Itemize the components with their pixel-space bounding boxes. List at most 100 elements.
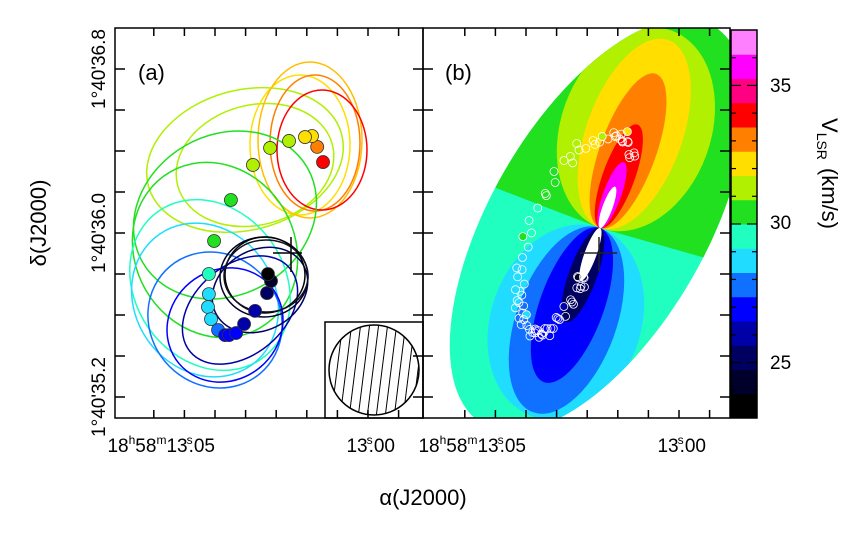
maser-spot — [540, 189, 550, 198]
maser-spot — [316, 155, 330, 169]
contour — [257, 61, 363, 219]
maser-spot — [576, 281, 586, 291]
hatch-line — [366, 325, 380, 415]
maser-spot — [519, 279, 529, 289]
maser-spot — [519, 315, 529, 325]
y-tick-label: 1°40'36.8 — [89, 29, 110, 109]
contour — [131, 161, 299, 339]
beam-ellipse — [328, 324, 420, 416]
maser-spot — [514, 313, 524, 323]
maser-spot — [581, 143, 591, 153]
maser-spot — [559, 156, 569, 165]
maser-spot — [597, 132, 607, 141]
colorbar-band — [731, 30, 757, 55]
colorbar-band — [731, 102, 757, 128]
maser-spot — [524, 216, 534, 225]
panel-a: (a) — [114, 27, 424, 419]
x-tick-label: 13s.00 — [346, 433, 395, 457]
x-tick-label: 13s.00 — [657, 433, 706, 457]
star-cross-b — [580, 237, 617, 272]
maser-spot — [551, 313, 561, 322]
maser-spot — [548, 324, 558, 333]
maser-spot — [237, 317, 251, 331]
maser-spot — [611, 131, 621, 141]
colorbar-band — [731, 296, 757, 322]
x-tick-labels: 18h58m13s.05 13s.00 18h58m13s.05 13s.00 — [107, 433, 706, 457]
maser-spot — [201, 287, 216, 301]
maser-spot — [511, 285, 520, 295]
maser-spot — [579, 273, 589, 283]
colorbar-band — [731, 272, 757, 298]
maser-spot — [246, 158, 260, 172]
maser-spot — [630, 151, 640, 161]
maser-spot — [201, 300, 215, 314]
maser-spot — [629, 148, 639, 158]
colorbar-band — [731, 199, 757, 225]
maser-spot — [625, 153, 635, 163]
maser-spot — [565, 152, 575, 161]
maser-spot — [624, 150, 634, 159]
maser-spot — [512, 263, 522, 273]
panel-b-frame — [422, 27, 731, 419]
colorbar-band — [731, 321, 757, 346]
contour — [249, 74, 351, 216]
colorbar-tick-label: 35 — [770, 76, 791, 97]
maser-spot — [204, 312, 218, 327]
maser-spot — [261, 267, 275, 281]
colorbar — [730, 29, 758, 419]
colorbar-band — [731, 127, 757, 152]
maser-spot — [550, 178, 560, 187]
panel-b-label: (b) — [445, 60, 472, 85]
maser-spot — [522, 310, 531, 320]
contour — [145, 86, 345, 234]
colorbar-band — [731, 345, 757, 370]
maser-spot — [573, 273, 583, 282]
maser-spot — [561, 311, 570, 321]
maser-spot — [546, 324, 556, 333]
maser-spot — [298, 130, 312, 144]
maser-spot — [617, 136, 627, 146]
maser-spot — [201, 267, 216, 281]
y-axis-label: δ(J2000) — [26, 180, 51, 267]
maser-spot — [590, 140, 600, 149]
maser-spot — [527, 228, 536, 238]
maser-spot — [568, 158, 578, 168]
maser-spot — [579, 272, 588, 282]
maser-spot — [248, 303, 262, 318]
maser-spot — [609, 128, 619, 138]
maser-spot — [263, 141, 277, 155]
colorbar-tick-label: 25 — [770, 353, 791, 374]
x-tick-label: 18h58m13s.05 — [418, 433, 526, 457]
maser-spot — [574, 145, 584, 155]
panel-a-label: (a) — [138, 60, 165, 85]
maser-spot — [260, 286, 274, 300]
maser-spot — [569, 299, 578, 309]
y-tick-labels: 1°40'36.8 1°40'36.0 1°40'35.2 — [89, 29, 110, 437]
colorbar-band — [731, 393, 757, 419]
colorbar-band — [731, 151, 757, 176]
y-tick-label: 1°40'35.2 — [89, 357, 110, 437]
maser-spot — [572, 139, 582, 148]
axis-ticks — [115, 28, 730, 418]
maser-spot — [580, 282, 589, 292]
contour — [129, 198, 291, 372]
colorbar-band — [731, 54, 757, 79]
maser-spot — [224, 193, 238, 207]
maser-spot — [229, 326, 244, 340]
maser-spot — [282, 134, 296, 148]
contour — [130, 222, 280, 378]
maser-spot — [207, 234, 221, 248]
star-cross-a — [273, 237, 302, 272]
maser-spot — [510, 303, 520, 313]
maser-spot — [513, 272, 523, 282]
maser-spot — [566, 295, 576, 305]
panel-b-maser-spots — [510, 127, 640, 342]
panel-b: (b) — [422, 27, 731, 419]
contour — [276, 89, 368, 211]
hatch-line — [393, 325, 407, 415]
hatch-line — [357, 325, 371, 415]
maser-spot — [541, 191, 551, 200]
hatch-line — [375, 325, 389, 415]
maser-spot — [615, 134, 625, 144]
maser-spot — [516, 320, 526, 329]
